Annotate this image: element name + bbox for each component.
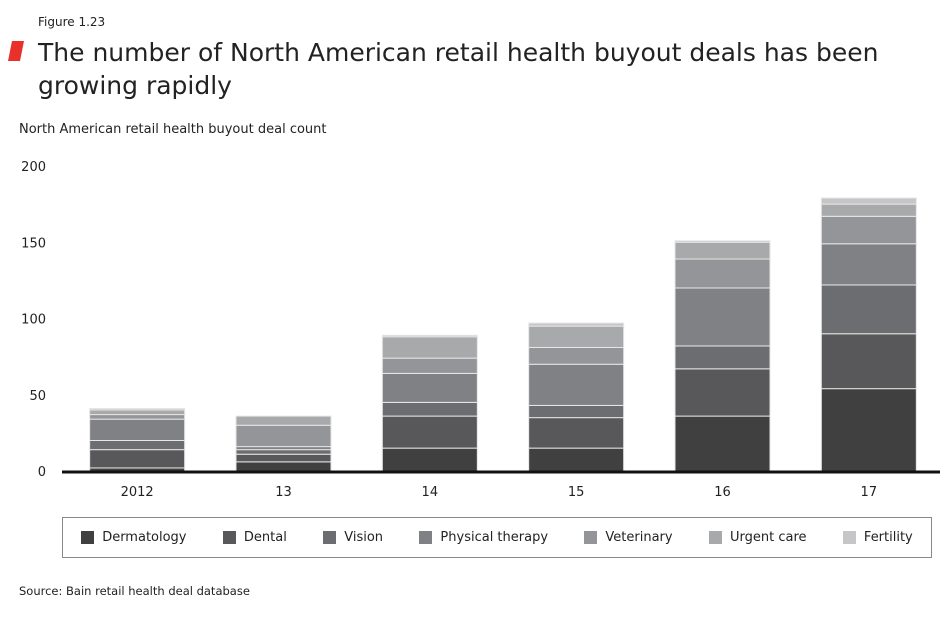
legend-item: Vision — [323, 530, 383, 545]
bar-segment-dental — [674, 368, 771, 417]
bar-segment-fertility — [674, 240, 771, 243]
legend-item: Veterinary — [584, 530, 673, 545]
bar-segment-urgent-care — [89, 409, 186, 416]
bar-segment-physical-therapy — [381, 372, 478, 403]
bar-segment-vision — [820, 284, 917, 335]
chart-title: The number of North American retail heal… — [38, 38, 879, 100]
bar-segment-dermatology — [381, 447, 478, 472]
x-tick-label: 14 — [422, 485, 439, 500]
y-tick-label: 0 — [38, 465, 46, 480]
bar-segment-veterinary — [820, 215, 917, 245]
legend-label: Dermatology — [102, 530, 187, 545]
bar-segment-veterinary — [674, 258, 771, 289]
bar-segment-urgent-care — [381, 336, 478, 359]
legend-swatch — [81, 531, 95, 544]
bar-segment-vision — [674, 345, 771, 370]
legend-swatch — [323, 531, 337, 544]
bar-segment-vision — [381, 401, 478, 417]
x-tick-label: 13 — [275, 485, 292, 500]
bar-segment-dermatology — [235, 461, 332, 472]
legend-swatch — [222, 531, 236, 544]
bar-segment-vision — [235, 449, 332, 455]
source-note: Source: Bain retail health deal database — [19, 584, 250, 598]
bar-segment-fertility — [381, 334, 478, 338]
legend-label: Vision — [344, 530, 384, 545]
y-tick-label: 100 — [21, 313, 46, 328]
legend-label: Urgent care — [730, 530, 807, 545]
legend-label: Dental — [243, 530, 287, 545]
bar-segment-fertility — [89, 407, 186, 411]
bar-segment-urgent-care — [528, 325, 625, 348]
bar-segment-urgent-care — [235, 415, 332, 426]
x-tick-label: 2012 — [121, 485, 154, 500]
bar-segment-physical-therapy — [528, 363, 625, 406]
x-tick-label: 17 — [861, 485, 878, 500]
bar-segment-physical-therapy — [674, 287, 771, 347]
bar-segment-veterinary — [235, 424, 332, 448]
bar-segment-physical-therapy — [89, 418, 186, 441]
legend-item: Physical therapy — [419, 530, 548, 545]
legend-label: Veterinary — [605, 530, 673, 545]
bar-segment-dental — [528, 417, 625, 449]
bar-segment-dermatology — [528, 447, 625, 472]
bar-segment-veterinary — [381, 357, 478, 374]
legend-item: Dental — [222, 530, 287, 545]
bar-segment-vision — [528, 404, 625, 419]
y-tick-label: 200 — [21, 160, 46, 175]
bar-segment-dermatology — [820, 388, 917, 472]
legend-label: Fertility — [863, 530, 913, 545]
legend-swatch — [584, 531, 598, 544]
bar-segment-dental — [381, 415, 478, 449]
legend-swatch — [419, 531, 433, 544]
bar-segment-dental — [820, 333, 917, 390]
x-tick-label: 15 — [568, 485, 585, 500]
bar-segment-physical-therapy — [820, 243, 917, 286]
bar-segment-dermatology — [674, 415, 771, 472]
accent-marker — [8, 41, 24, 61]
bar-segment-fertility — [528, 322, 625, 327]
bar-segment-dental — [235, 453, 332, 463]
legend: Dermatology Dental Vision Physical therapy V… — [62, 517, 932, 558]
legend-label: Physical therapy — [440, 530, 549, 545]
x-tick-label: 16 — [714, 485, 731, 500]
legend-swatch — [842, 531, 856, 544]
bar-segment-fertility — [820, 197, 917, 205]
bar-segment-dental — [89, 449, 186, 469]
figure-label: Figure 1.23 — [38, 15, 106, 29]
bar-segment-urgent-care — [674, 241, 771, 260]
legend-item: Fertility — [842, 530, 913, 545]
bar-segment-vision — [89, 440, 186, 451]
bar-segment-veterinary — [528, 346, 625, 365]
y-axis-label: North American retail health buyout deal… — [19, 122, 327, 137]
y-tick-label: 150 — [21, 236, 46, 251]
legend-item: Dermatology — [81, 530, 187, 545]
bar-segment-urgent-care — [820, 203, 917, 217]
y-tick-label: 50 — [29, 389, 46, 404]
bar-segment-veterinary — [89, 414, 186, 420]
legend-item: Urgent care — [709, 530, 807, 545]
legend-swatch — [709, 531, 722, 544]
